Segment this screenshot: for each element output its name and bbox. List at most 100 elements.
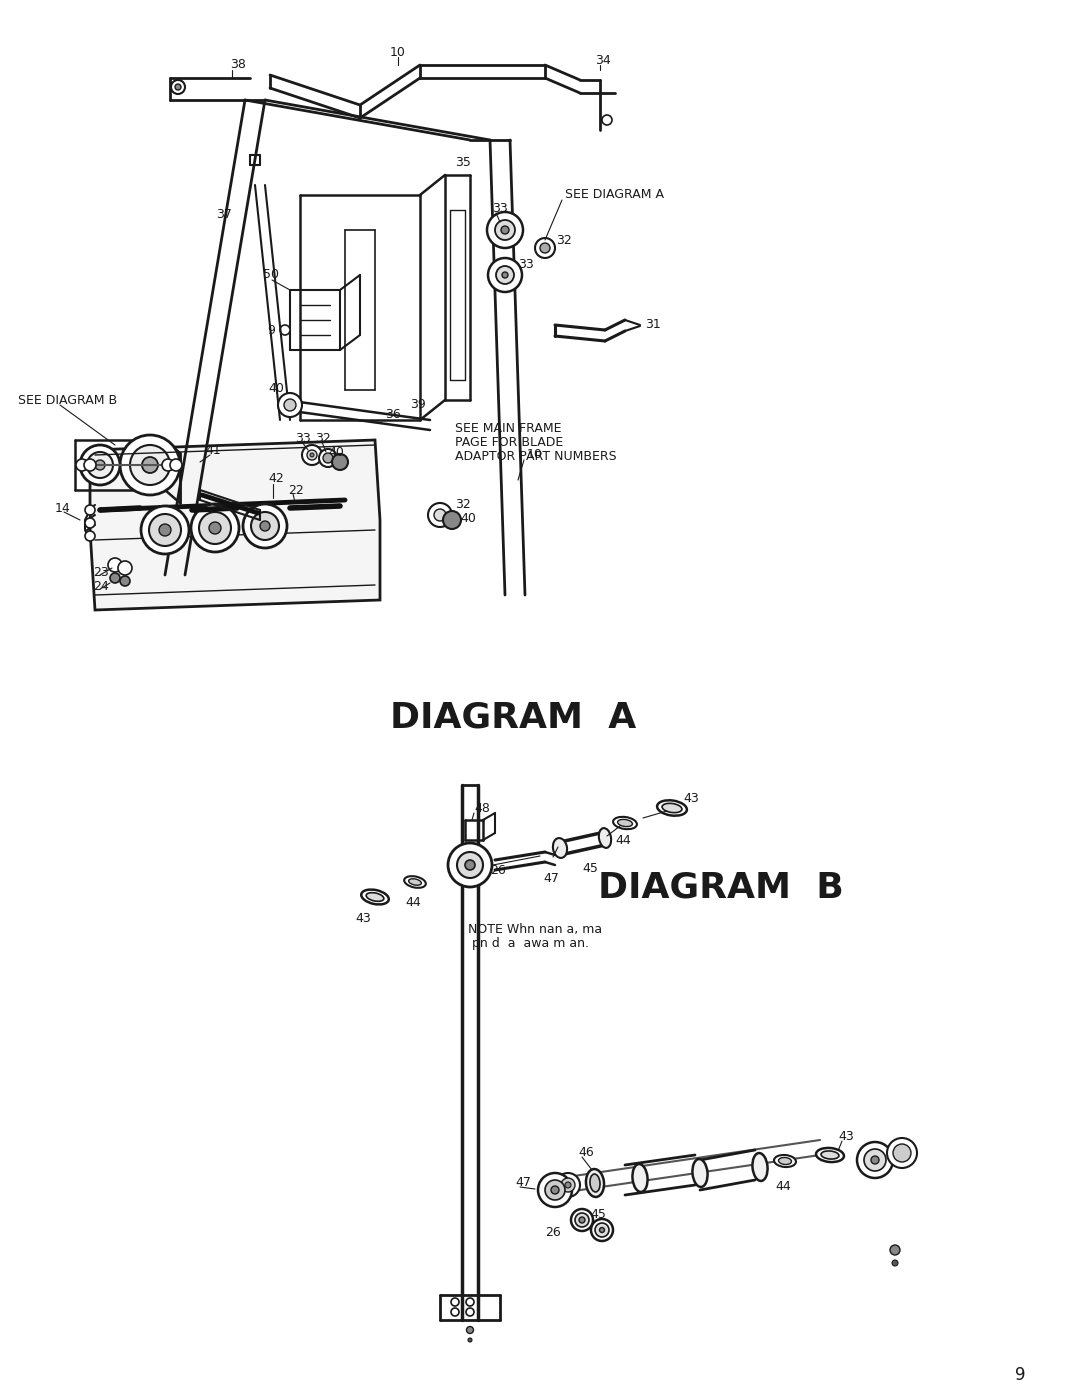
Circle shape — [149, 514, 181, 546]
Circle shape — [159, 524, 171, 536]
Text: 46: 46 — [578, 1147, 594, 1160]
Ellipse shape — [366, 893, 383, 901]
Circle shape — [284, 400, 296, 411]
Ellipse shape — [553, 838, 567, 858]
Text: 24: 24 — [93, 580, 109, 592]
Text: 26: 26 — [490, 865, 505, 877]
Text: 38: 38 — [230, 59, 246, 71]
Circle shape — [108, 557, 122, 571]
Text: 44: 44 — [405, 897, 421, 909]
Ellipse shape — [613, 817, 637, 830]
Ellipse shape — [408, 879, 421, 886]
Ellipse shape — [599, 1228, 605, 1232]
Text: 43: 43 — [838, 1130, 854, 1144]
Circle shape — [434, 509, 446, 521]
Circle shape — [141, 457, 158, 474]
Circle shape — [332, 454, 348, 469]
Text: 32: 32 — [315, 432, 330, 444]
Circle shape — [76, 460, 87, 471]
Text: pn d  a  awa m an.: pn d a awa m an. — [468, 937, 589, 950]
Circle shape — [243, 504, 287, 548]
Polygon shape — [85, 510, 90, 541]
Circle shape — [495, 219, 515, 240]
Text: 40: 40 — [460, 511, 476, 524]
Circle shape — [120, 576, 130, 585]
Text: 37: 37 — [216, 208, 232, 222]
Circle shape — [448, 842, 492, 887]
Circle shape — [130, 446, 170, 485]
Ellipse shape — [821, 1151, 839, 1160]
Text: 26: 26 — [545, 1227, 561, 1239]
Circle shape — [428, 503, 453, 527]
Circle shape — [307, 450, 318, 460]
Ellipse shape — [598, 828, 611, 848]
Circle shape — [488, 258, 522, 292]
Circle shape — [191, 504, 239, 552]
Text: 33: 33 — [295, 432, 311, 444]
Circle shape — [892, 1260, 897, 1266]
Circle shape — [451, 1308, 459, 1316]
Text: 9: 9 — [1015, 1366, 1025, 1384]
Circle shape — [85, 518, 95, 528]
Text: 33: 33 — [518, 258, 534, 271]
Text: 32: 32 — [455, 499, 471, 511]
Circle shape — [535, 237, 555, 258]
Circle shape — [467, 1327, 473, 1334]
Circle shape — [171, 80, 185, 94]
Text: 45: 45 — [590, 1208, 606, 1221]
Circle shape — [858, 1141, 893, 1178]
Ellipse shape — [816, 1148, 843, 1162]
Circle shape — [501, 226, 509, 235]
Ellipse shape — [618, 820, 633, 827]
Circle shape — [551, 1186, 559, 1194]
Circle shape — [502, 272, 508, 278]
Text: DIAGRAM  B: DIAGRAM B — [598, 870, 843, 905]
Text: 34: 34 — [595, 53, 611, 67]
Ellipse shape — [579, 1217, 585, 1222]
Text: 14: 14 — [55, 502, 71, 514]
Circle shape — [110, 573, 120, 583]
Ellipse shape — [692, 1160, 707, 1187]
Ellipse shape — [575, 1213, 589, 1227]
Circle shape — [602, 115, 612, 124]
Text: 47: 47 — [543, 872, 558, 884]
Ellipse shape — [657, 800, 687, 816]
Text: 33: 33 — [492, 201, 508, 215]
Text: 39: 39 — [410, 398, 426, 412]
Text: 40: 40 — [328, 447, 343, 460]
Circle shape — [120, 434, 180, 495]
Circle shape — [170, 460, 183, 471]
Circle shape — [556, 1173, 580, 1197]
Text: 43: 43 — [683, 792, 699, 805]
Ellipse shape — [595, 1222, 609, 1236]
Ellipse shape — [753, 1153, 768, 1180]
Text: 10: 10 — [527, 448, 543, 461]
Text: SEE DIAGRAM B: SEE DIAGRAM B — [18, 394, 117, 407]
Circle shape — [451, 1298, 459, 1306]
Text: 22: 22 — [288, 483, 303, 496]
Circle shape — [565, 1182, 571, 1187]
Circle shape — [310, 453, 314, 457]
Ellipse shape — [571, 1208, 593, 1231]
Text: 10: 10 — [390, 46, 406, 59]
Text: 45: 45 — [582, 862, 598, 875]
Text: 23: 23 — [93, 566, 109, 578]
Polygon shape — [90, 440, 380, 610]
Circle shape — [890, 1245, 900, 1255]
Ellipse shape — [779, 1158, 792, 1165]
Circle shape — [278, 393, 302, 416]
Text: 42: 42 — [268, 472, 284, 485]
Circle shape — [175, 84, 181, 89]
Circle shape — [87, 453, 113, 478]
Text: 32: 32 — [556, 233, 571, 246]
Text: 44: 44 — [615, 834, 631, 847]
Circle shape — [141, 506, 189, 555]
Circle shape — [85, 531, 95, 541]
Ellipse shape — [633, 1164, 648, 1192]
Text: 36: 36 — [384, 408, 401, 422]
Text: 50: 50 — [264, 268, 279, 282]
Circle shape — [538, 1173, 572, 1207]
Ellipse shape — [361, 890, 389, 904]
Ellipse shape — [774, 1155, 796, 1166]
Circle shape — [540, 243, 550, 253]
